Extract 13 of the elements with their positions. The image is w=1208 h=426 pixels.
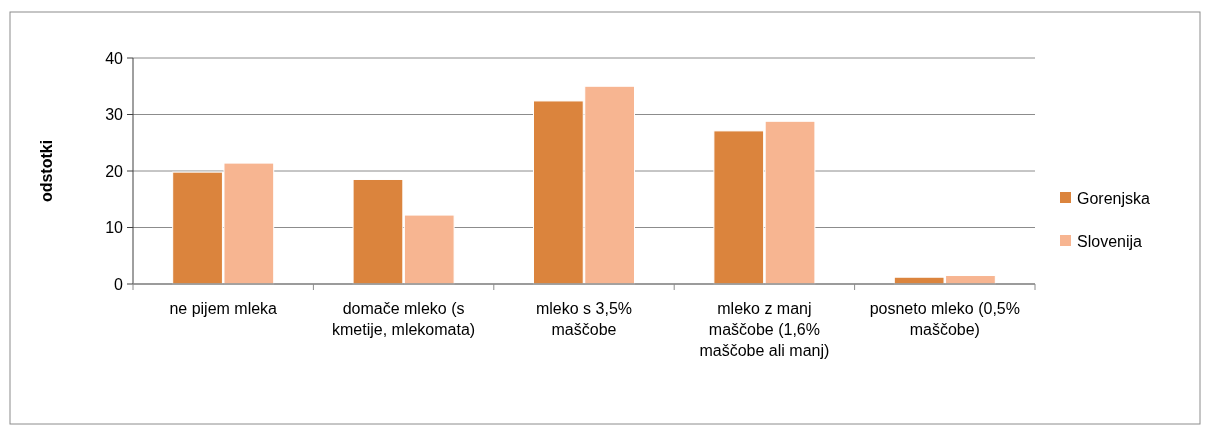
y-tick-label: 20 [105,162,124,180]
legend-label: Gorenjska [1077,189,1151,207]
legend-label: Slovenija [1077,232,1143,250]
y-axis-title: odstotki [38,139,55,203]
y-tick-label: 10 [105,219,124,237]
x-tick-label: ne pijem mleka [169,300,278,317]
x-tick-label: posneto mleko (0,5% maščobe) [869,300,1020,338]
y-tick-label: 40 [105,49,124,67]
x-tick-label: mleko z manj maščobe (1,6% maščobe ali manj) [699,300,830,359]
x-tick-label: mleko s 3,5% maščobe [535,300,633,338]
x-tick-label: domače mleko (s kmetije, mlekomata) [332,300,476,338]
y-tick-label: 0 [114,275,124,293]
y-tick-label: 30 [105,106,124,124]
